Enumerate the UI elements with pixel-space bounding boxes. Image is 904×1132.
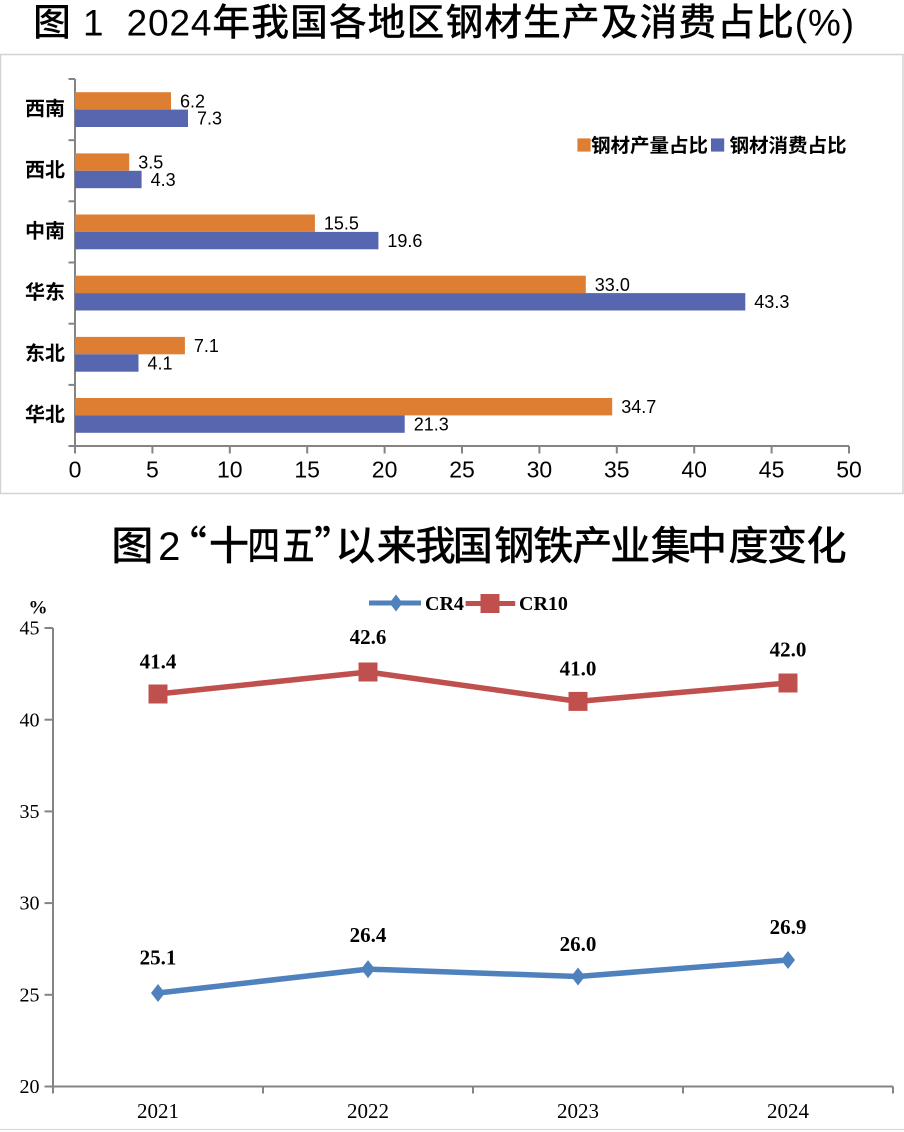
svg-text:2023: 2023 <box>557 1099 599 1123</box>
svg-text:4.1: 4.1 <box>148 353 173 373</box>
svg-text:CR10: CR10 <box>519 593 568 615</box>
svg-text:20: 20 <box>372 457 398 483</box>
svg-text:4.3: 4.3 <box>151 170 176 190</box>
svg-text:42.6: 42.6 <box>350 625 387 649</box>
svg-text:26.0: 26.0 <box>560 932 597 956</box>
svg-text:19.6: 19.6 <box>387 231 422 251</box>
svg-text:50: 50 <box>836 457 862 483</box>
svg-text:30: 30 <box>20 893 40 915</box>
svg-text:3.5: 3.5 <box>138 153 163 173</box>
svg-text:5: 5 <box>146 457 159 483</box>
svg-text:15.5: 15.5 <box>324 214 359 234</box>
svg-text:2024: 2024 <box>767 1099 810 1123</box>
svg-text:30: 30 <box>527 457 553 483</box>
svg-text:33.0: 33.0 <box>595 275 630 295</box>
svg-text:25.1: 25.1 <box>140 945 177 969</box>
svg-text:26.4: 26.4 <box>350 923 387 947</box>
svg-text:40: 40 <box>20 709 40 731</box>
svg-text:21.3: 21.3 <box>414 415 449 435</box>
svg-text:10: 10 <box>217 457 243 483</box>
svg-text:6.2: 6.2 <box>180 91 205 111</box>
svg-text:43.3: 43.3 <box>754 292 789 312</box>
svg-text:%: % <box>29 598 48 619</box>
svg-text:2021: 2021 <box>137 1099 179 1123</box>
svg-text:2022: 2022 <box>347 1099 389 1123</box>
svg-text:35: 35 <box>604 457 630 483</box>
svg-text:CR4: CR4 <box>425 593 464 615</box>
svg-text:25: 25 <box>449 457 475 483</box>
svg-text:7.1: 7.1 <box>194 336 219 356</box>
svg-text:35: 35 <box>20 801 40 823</box>
svg-text:45: 45 <box>759 457 785 483</box>
svg-text:20: 20 <box>20 1076 40 1098</box>
svg-text:40: 40 <box>681 457 707 483</box>
svg-text:15: 15 <box>294 457 320 483</box>
svg-text:45: 45 <box>20 618 40 640</box>
svg-text:7.3: 7.3 <box>197 109 222 129</box>
svg-text:42.0: 42.0 <box>770 638 807 662</box>
svg-text:0: 0 <box>69 457 82 483</box>
svg-text:41.4: 41.4 <box>140 650 177 674</box>
svg-text:41.0: 41.0 <box>560 657 597 681</box>
svg-text:25: 25 <box>20 984 40 1006</box>
svg-text:26.9: 26.9 <box>770 915 807 939</box>
svg-text:34.7: 34.7 <box>621 397 656 417</box>
